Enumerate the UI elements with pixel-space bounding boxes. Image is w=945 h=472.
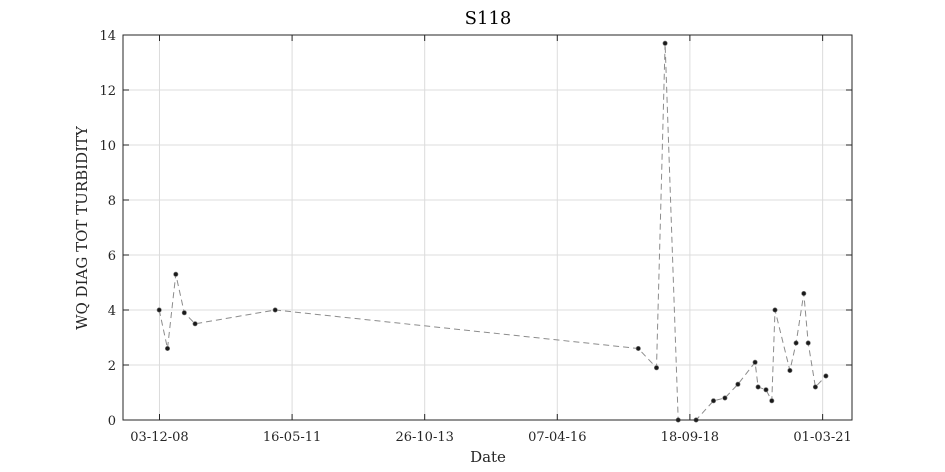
series-layer xyxy=(156,40,829,423)
data-point xyxy=(662,40,668,46)
y-tick-label: 6 xyxy=(108,249,116,264)
plot-frame xyxy=(122,34,853,421)
data-point xyxy=(653,365,659,371)
y-tick-label: 2 xyxy=(108,359,116,374)
data-point xyxy=(812,384,818,390)
data-point xyxy=(823,373,829,379)
data-point xyxy=(635,345,641,351)
ticks xyxy=(123,34,852,421)
x-tick-label: 03-12-08 xyxy=(130,430,188,445)
y-tick-label: 14 xyxy=(99,29,116,44)
y-tick-label: 10 xyxy=(99,139,116,154)
data-point xyxy=(801,290,807,296)
data-point xyxy=(272,307,278,313)
data-point xyxy=(769,398,775,404)
y-tick-label: 0 xyxy=(108,414,116,429)
y-tick-label: 8 xyxy=(108,194,116,209)
data-point xyxy=(755,384,761,390)
data-point xyxy=(710,398,716,404)
data-point xyxy=(173,271,179,277)
x-tick-label: 16-05-11 xyxy=(263,430,321,445)
data-point xyxy=(722,395,728,401)
y-tick-label: 4 xyxy=(108,304,116,319)
x-tick-label: 26-10-13 xyxy=(395,430,453,445)
data-point xyxy=(787,367,793,373)
data-point xyxy=(772,307,778,313)
data-point xyxy=(763,387,769,393)
data-point xyxy=(181,310,187,316)
data-point xyxy=(752,359,758,365)
plot-background xyxy=(123,35,852,420)
x-tick-label: 01-03-21 xyxy=(793,430,851,445)
chart-title: S118 xyxy=(465,8,512,29)
x-axis-label: Date xyxy=(470,448,506,466)
data-point xyxy=(192,321,198,327)
data-point xyxy=(156,307,162,313)
y-tick-label: 12 xyxy=(99,84,116,99)
y-axis-label: WQ DIAG TOT TURBIDITY xyxy=(73,125,91,330)
data-point xyxy=(165,345,171,351)
data-point xyxy=(805,340,811,346)
x-tick-label: 18-09-18 xyxy=(661,430,719,445)
x-tick-label: 07-04-16 xyxy=(528,430,586,445)
data-point xyxy=(735,381,741,387)
data-point xyxy=(793,340,799,346)
tick-labels: 03-12-08 16-05-11 26-10-13 07-04-16 18-09-18… xyxy=(99,29,851,445)
